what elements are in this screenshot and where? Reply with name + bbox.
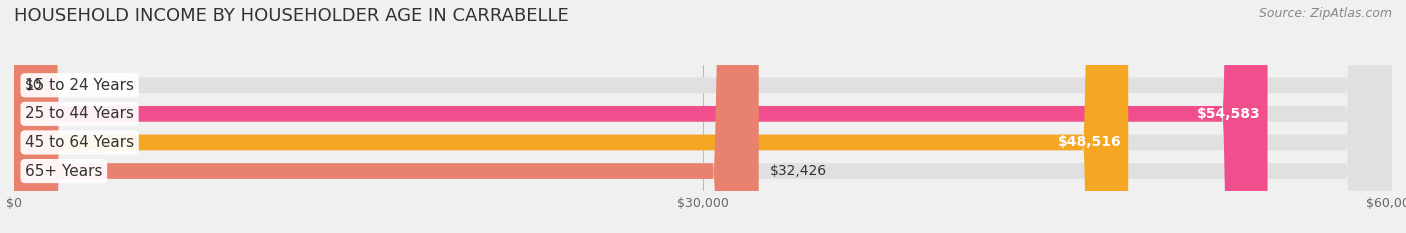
Text: $54,583: $54,583 — [1197, 107, 1261, 121]
FancyBboxPatch shape — [14, 0, 759, 233]
Text: 65+ Years: 65+ Years — [25, 164, 103, 178]
FancyBboxPatch shape — [14, 0, 1392, 233]
Text: 15 to 24 Years: 15 to 24 Years — [25, 78, 134, 93]
Text: $0: $0 — [25, 78, 42, 92]
Text: HOUSEHOLD INCOME BY HOUSEHOLDER AGE IN CARRABELLE: HOUSEHOLD INCOME BY HOUSEHOLDER AGE IN C… — [14, 7, 569, 25]
FancyBboxPatch shape — [14, 0, 1392, 233]
Text: $48,516: $48,516 — [1057, 135, 1122, 149]
FancyBboxPatch shape — [14, 0, 1392, 233]
FancyBboxPatch shape — [14, 0, 1392, 233]
Text: Source: ZipAtlas.com: Source: ZipAtlas.com — [1258, 7, 1392, 20]
Text: $32,426: $32,426 — [769, 164, 827, 178]
FancyBboxPatch shape — [14, 0, 1128, 233]
Text: 25 to 44 Years: 25 to 44 Years — [25, 106, 134, 121]
FancyBboxPatch shape — [14, 0, 1268, 233]
Text: 45 to 64 Years: 45 to 64 Years — [25, 135, 134, 150]
